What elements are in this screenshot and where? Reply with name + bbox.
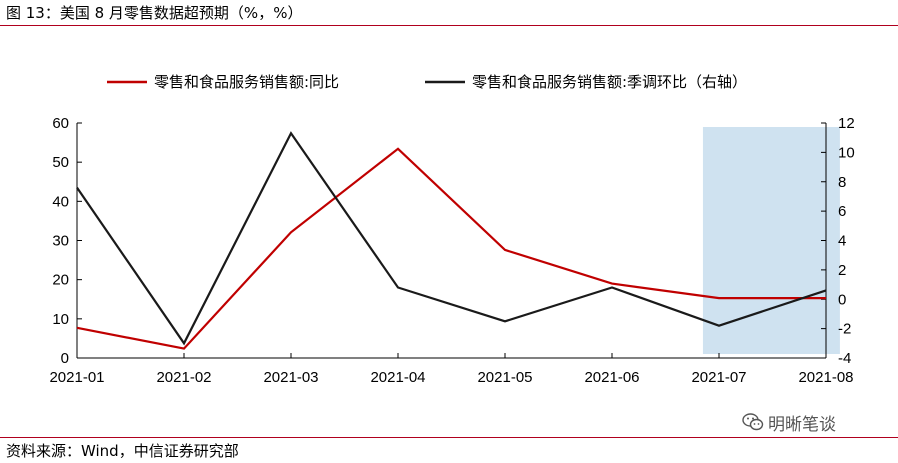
x-tick-label: 2021-03 xyxy=(263,369,318,386)
bottom-rule xyxy=(0,437,898,438)
x-tick-label: 2021-06 xyxy=(584,369,639,386)
watermark: 明晰笔谈 xyxy=(742,411,836,435)
y-right-tick-label: -2 xyxy=(838,321,851,338)
y-left-tick-label: 60 xyxy=(52,115,69,132)
x-tick-label: 2021-08 xyxy=(798,369,853,386)
y-left-tick-label: 40 xyxy=(52,193,69,210)
y-left-tick-label: 50 xyxy=(52,154,69,171)
y-right-tick-label: 12 xyxy=(838,115,855,132)
highlight-layer xyxy=(702,127,840,354)
y-right-tick-label: 10 xyxy=(838,144,855,161)
y-right-tick-label: 6 xyxy=(838,203,846,220)
y-right-tick-label: 8 xyxy=(838,174,846,191)
line-chart: 零售和食品服务销售额:同比 零售和食品服务销售额:季调环比（右轴） 0102030… xyxy=(49,73,854,386)
series-layer xyxy=(76,131,827,350)
y-left-tick-label: 10 xyxy=(52,311,69,328)
y-right-tick-label: -4 xyxy=(838,350,851,367)
x-tick-label: 2021-01 xyxy=(49,369,104,386)
y-left-tick-label: 30 xyxy=(52,233,69,250)
y-left-tick-label: 20 xyxy=(52,272,69,289)
highlight-band xyxy=(702,127,840,354)
x-tick-label: 2021-05 xyxy=(477,369,532,386)
y-left-tick-label: 0 xyxy=(61,350,69,367)
figure-title: 图 13：美国 8 月零售数据超预期（%，%） xyxy=(6,4,303,22)
x-tick-label: 2021-04 xyxy=(370,369,425,386)
legend: 零售和食品服务销售额:同比 零售和食品服务销售额:季调环比（右轴） xyxy=(107,73,747,91)
top-rule xyxy=(0,25,898,26)
legend-label-1: 零售和食品服务销售额:同比 xyxy=(154,73,339,91)
x-tick-label: 2021-02 xyxy=(156,369,211,386)
source-note: 资料来源：Wind，中信证券研究部 xyxy=(6,442,239,460)
y-right-tick-label: 2 xyxy=(838,262,846,279)
y-right-tick-label: 4 xyxy=(838,233,846,250)
series-line-1 xyxy=(76,147,826,350)
watermark-text: 明晰笔谈 xyxy=(768,414,836,435)
wechat-icon xyxy=(742,413,764,431)
series-line-2 xyxy=(76,131,827,346)
y-right-tick-label: 0 xyxy=(838,291,846,308)
axes: 0 10 20 30 40 50 60 -4 -2 0 2 4 6 8 10 12 2021-01 2021-02… xyxy=(49,115,854,386)
legend-label-2: 零售和食品服务销售额:季调环比（右轴） xyxy=(472,73,747,91)
x-tick-label: 2021-07 xyxy=(691,369,746,386)
